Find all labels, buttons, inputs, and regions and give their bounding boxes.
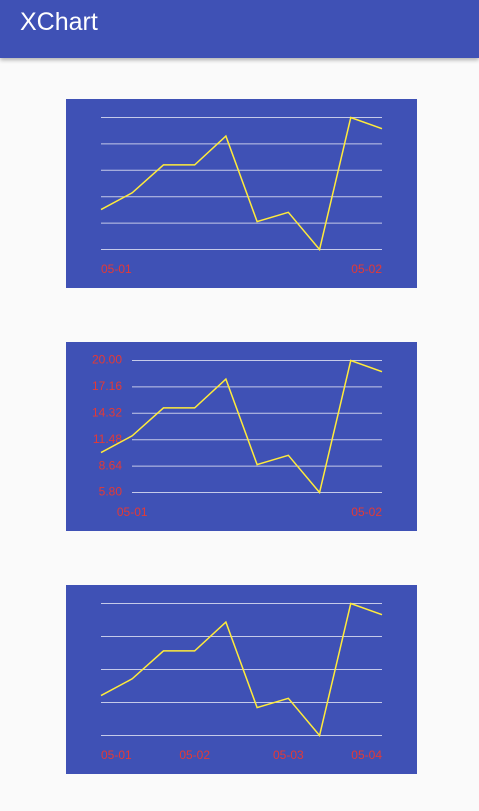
chart-panel [66, 585, 417, 774]
x-tick-label: 05-01 [101, 262, 132, 276]
x-tick-label: 05-01 [101, 748, 132, 762]
x-tick-label: 05-04 [351, 748, 382, 762]
y-tick-label: 14.32 [92, 405, 122, 419]
chart-panel [66, 99, 417, 288]
y-tick-label: 8.64 [99, 458, 123, 472]
y-tick-label: 20.00 [92, 353, 122, 367]
data-line [100, 602, 383, 738]
chart-panel [66, 342, 417, 531]
app-title: XChart [20, 8, 98, 36]
data-line [100, 116, 383, 252]
data-line [100, 359, 383, 495]
y-tick-label: 17.16 [92, 379, 122, 393]
x-tick-label: 05-02 [351, 262, 382, 276]
y-tick-label: 5.80 [99, 485, 123, 499]
x-tick-label: 05-02 [351, 505, 382, 519]
x-tick-label: 05-03 [273, 748, 304, 762]
y-tick-label: 11.48 [93, 432, 122, 446]
x-tick-label: 05-01 [117, 505, 148, 519]
app-bar: XChart [0, 0, 479, 58]
x-tick-label: 05-02 [179, 748, 210, 762]
